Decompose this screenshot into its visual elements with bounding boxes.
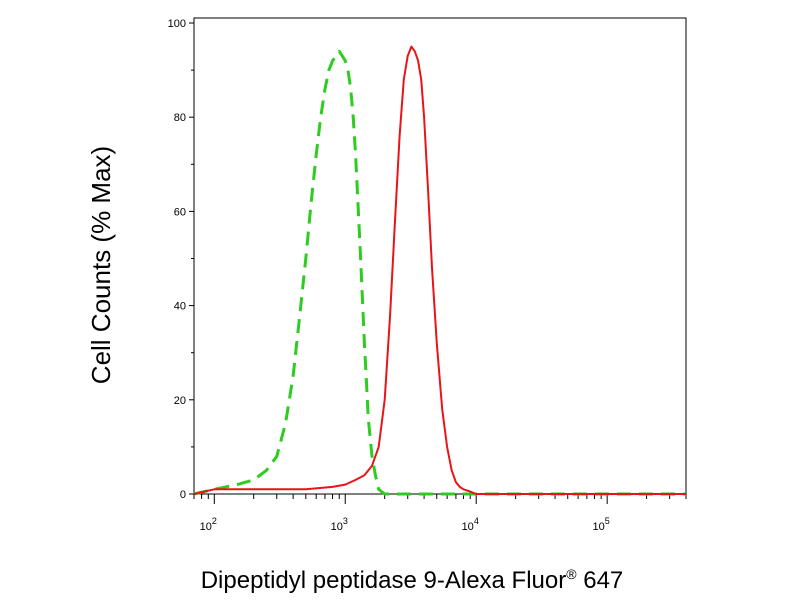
x-axis-title-superscript: ® bbox=[566, 566, 577, 582]
y-tick-label: 60 bbox=[174, 206, 186, 218]
y-tick-label: 20 bbox=[174, 395, 186, 407]
x-axis-title: Dipeptidyl peptidase 9-Alexa Fluor® 647 bbox=[201, 566, 624, 594]
plot-frame bbox=[193, 17, 687, 495]
x-tick-label: 102 bbox=[200, 516, 217, 533]
y-tick-label: 100 bbox=[168, 18, 186, 30]
x-tick-label: 105 bbox=[593, 516, 610, 533]
y-tick-label: 0 bbox=[180, 489, 186, 501]
y-tick-label: 40 bbox=[174, 301, 186, 313]
series-layer bbox=[193, 45, 686, 496]
control-histogram-line bbox=[193, 49, 686, 496]
sample-histogram-line bbox=[193, 45, 686, 495]
y-axis-title: Cell Counts (% Max) bbox=[86, 146, 116, 384]
x-axis-title-suffix: 647 bbox=[577, 567, 624, 594]
plot-area-frame bbox=[193, 17, 687, 495]
x-axis-title-main: Dipeptidyl peptidase 9-Alexa Fluor bbox=[201, 567, 567, 594]
y-tick-label: 80 bbox=[174, 112, 186, 124]
x-axis: 102 103 104 105 bbox=[193, 494, 687, 533]
y-axis: 0 20 40 60 80 100 bbox=[168, 18, 194, 501]
x-tick-label: 103 bbox=[331, 516, 348, 533]
x-tick-label: 104 bbox=[462, 516, 479, 533]
